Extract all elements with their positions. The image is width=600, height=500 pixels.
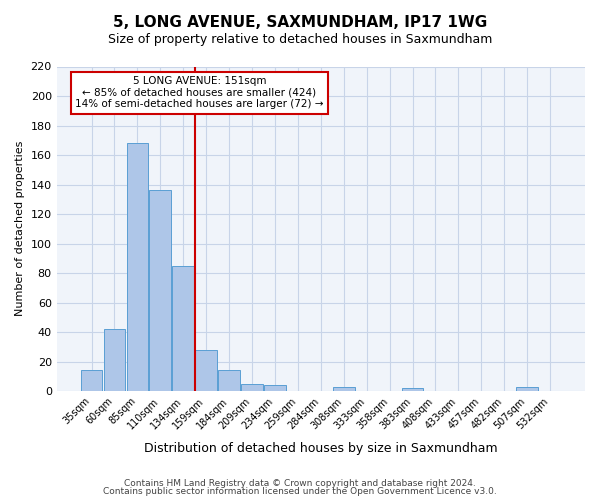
Text: Contains public sector information licensed under the Open Government Licence v3: Contains public sector information licen…: [103, 487, 497, 496]
Bar: [172, 266, 194, 391]
X-axis label: Distribution of detached houses by size in Saxmundham: Distribution of detached houses by size …: [144, 442, 497, 455]
Bar: [80, 370, 103, 391]
Text: Size of property relative to detached houses in Saxmundham: Size of property relative to detached ho…: [108, 32, 492, 46]
Bar: [241, 384, 263, 391]
Bar: [149, 190, 171, 391]
Y-axis label: Number of detached properties: Number of detached properties: [15, 141, 25, 316]
Bar: [516, 386, 538, 391]
Bar: [196, 350, 217, 391]
Bar: [127, 143, 148, 391]
Bar: [104, 329, 125, 391]
Text: 5 LONG AVENUE: 151sqm
← 85% of detached houses are smaller (424)
14% of semi-det: 5 LONG AVENUE: 151sqm ← 85% of detached …: [75, 76, 323, 110]
Text: Contains HM Land Registry data © Crown copyright and database right 2024.: Contains HM Land Registry data © Crown c…: [124, 478, 476, 488]
Bar: [333, 386, 355, 391]
Bar: [264, 385, 286, 391]
Text: 5, LONG AVENUE, SAXMUNDHAM, IP17 1WG: 5, LONG AVENUE, SAXMUNDHAM, IP17 1WG: [113, 15, 487, 30]
Bar: [401, 388, 424, 391]
Bar: [218, 370, 240, 391]
